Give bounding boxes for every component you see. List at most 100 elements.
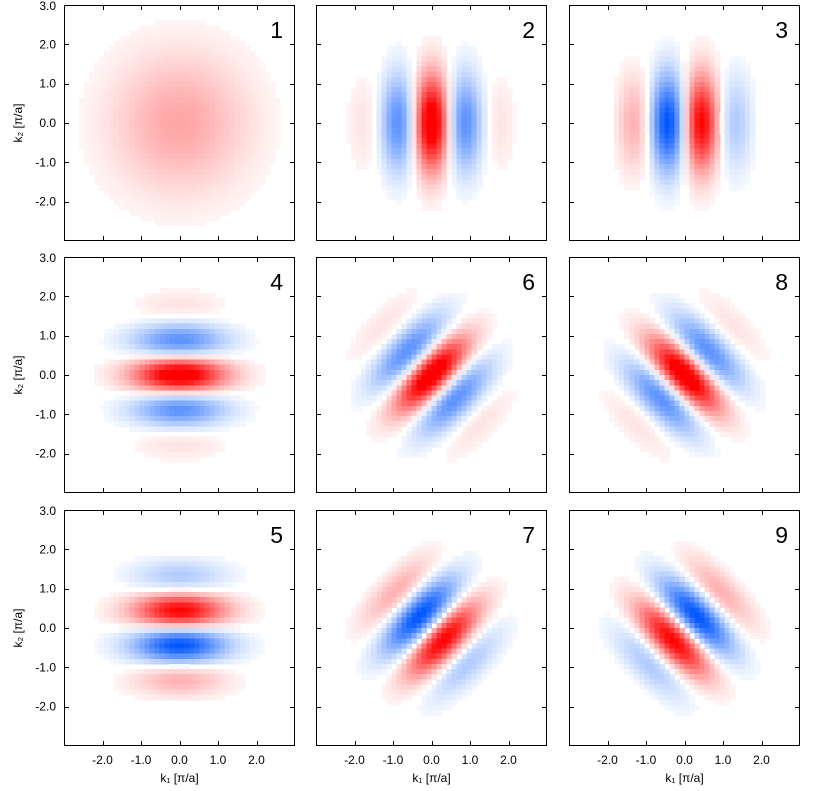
heatmap-cell — [224, 380, 231, 386]
heatmap-cell — [451, 179, 458, 186]
heatmap-cell — [174, 457, 181, 463]
heatmap-cell — [89, 71, 95, 78]
heatmap-cell — [204, 46, 211, 52]
heatmap-cell — [149, 179, 155, 186]
heatmap-cell — [381, 400, 387, 407]
heatmap-cell — [184, 390, 191, 397]
heatmap-cell — [169, 328, 176, 335]
heatmap-cell — [114, 133, 120, 139]
heatmap-cell — [174, 107, 181, 114]
heatmap-cell — [149, 123, 155, 129]
heatmap-cell — [709, 344, 716, 350]
heatmap-cell — [144, 117, 150, 124]
heatmap-cell — [199, 344, 206, 350]
heatmap-cell — [704, 164, 711, 170]
heatmap-cell — [164, 66, 171, 73]
heatmap-cell — [649, 354, 655, 361]
heatmap-cell — [169, 97, 176, 104]
heatmap-cell — [451, 313, 458, 320]
heatmap-cell — [401, 328, 407, 335]
heatmap-cell — [461, 339, 468, 345]
heatmap-cell — [249, 359, 256, 366]
heatmap-cell — [471, 426, 478, 433]
heatmap-cell — [689, 128, 696, 134]
heatmap-cell — [501, 364, 508, 371]
heatmap-cell — [214, 123, 221, 129]
heatmap-cell — [361, 385, 367, 391]
heatmap-cell — [219, 87, 226, 93]
heatmap-cell — [629, 153, 635, 160]
heatmap-cell — [446, 123, 453, 129]
heatmap-cell — [224, 71, 231, 78]
heatmap-cell — [249, 328, 256, 335]
heatmap-cell — [224, 333, 231, 340]
heatmap-cell — [614, 102, 620, 109]
heatmap-cell — [724, 313, 731, 320]
heatmap-cell — [664, 143, 671, 150]
heatmap-cell — [249, 158, 256, 165]
heatmap-cell — [496, 421, 503, 427]
heatmap-cell — [114, 344, 120, 350]
heatmap-cell — [734, 102, 741, 109]
heatmap-cell — [426, 205, 433, 211]
heatmap-cell — [679, 385, 686, 391]
heatmap-cell — [239, 380, 246, 386]
heatmap-cell — [361, 164, 367, 170]
heatmap-cell — [714, 308, 721, 315]
heatmap-cell — [669, 92, 676, 98]
heatmap-cell — [734, 333, 741, 340]
heatmap-cell — [129, 205, 135, 211]
heatmap-cell — [179, 158, 186, 165]
heatmap-cell — [624, 92, 630, 98]
heatmap-cell — [391, 117, 397, 124]
heatmap-cell — [699, 87, 706, 93]
heatmap-cell — [179, 292, 186, 299]
heatmap-cell — [456, 148, 463, 155]
heatmap-cell — [99, 339, 105, 345]
heatmap-cell — [134, 174, 140, 181]
heatmap-cell — [476, 148, 483, 155]
heatmap-cell — [476, 333, 483, 340]
heatmap-cell — [744, 339, 751, 345]
heatmap-cell — [164, 390, 171, 397]
heatmap-cell — [461, 184, 468, 191]
heatmap-cell — [376, 164, 382, 170]
heatmap-cell — [654, 148, 660, 155]
heatmap-cell — [244, 61, 251, 68]
heatmap-cell — [154, 164, 161, 170]
heatmap-cell — [124, 359, 130, 366]
heatmap-cell — [159, 123, 166, 129]
heatmap-cell — [689, 138, 696, 145]
heatmap-cell — [114, 400, 120, 407]
heatmap-cell — [739, 143, 746, 150]
heatmap-cell — [644, 395, 650, 402]
heatmap-cell — [649, 112, 655, 119]
heatmap-cell — [729, 164, 736, 170]
heatmap-cell — [164, 292, 171, 299]
heatmap-cell — [109, 112, 115, 119]
heatmap-cell — [724, 164, 731, 170]
heatmap-cell — [674, 123, 681, 129]
heatmap-cell — [124, 143, 130, 150]
heatmap-cell — [386, 416, 392, 422]
heatmap-cell — [694, 40, 701, 47]
heatmap-cell — [456, 400, 463, 407]
heatmap-cell — [361, 138, 367, 145]
heatmap-cell — [619, 148, 625, 155]
heatmap-cell — [451, 148, 458, 155]
heatmap-cell — [456, 405, 463, 412]
heatmap-cell — [184, 215, 191, 222]
heatmap-cell — [164, 333, 171, 340]
heatmap-cell — [659, 333, 666, 340]
heatmap-cell — [406, 364, 413, 371]
heatmap-cell — [729, 390, 736, 397]
heatmap-cell — [396, 184, 402, 191]
heatmap-cell — [416, 51, 423, 57]
heatmap-cell — [639, 153, 645, 160]
heatmap-cell — [491, 87, 498, 93]
heatmap-cell — [391, 359, 397, 366]
heatmap-cell — [169, 133, 176, 139]
heatmap-cell — [396, 133, 402, 139]
heatmap-cell — [421, 138, 428, 145]
heatmap-cell — [679, 92, 686, 98]
